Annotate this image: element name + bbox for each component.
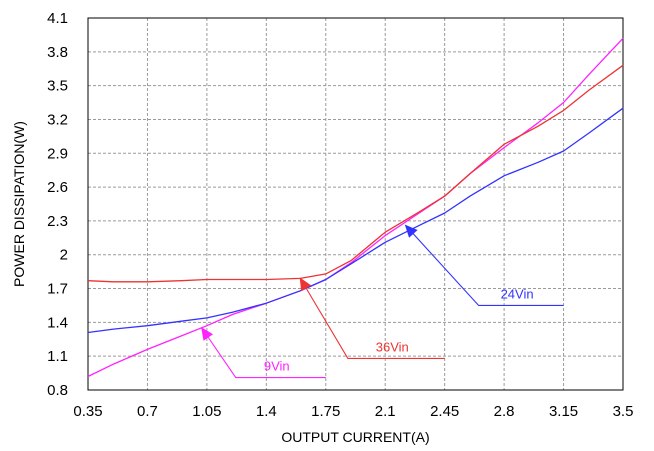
- y-tick-label: 3.8: [47, 44, 68, 61]
- series-line-36vin: [87, 64, 624, 283]
- x-tick-label: 1.4: [256, 403, 277, 420]
- annotation-leader-line: [405, 225, 564, 307]
- annotation-label: 24Vin: [501, 286, 534, 301]
- annotation-arrow-head: [299, 277, 312, 292]
- x-tick-labels: 0.35 0.7 1.05 1.4 1.75 2.1 2.45 2.8 3.15 3.5: [73, 403, 633, 420]
- annotation-arrow-head: [201, 326, 214, 341]
- annotation-24vin: 24Vin: [404, 224, 564, 307]
- plot-area-frame: [87, 17, 624, 391]
- series-annotations: 9Vin 36Vin 24Vin: [201, 224, 564, 379]
- x-tick-label: 2.8: [494, 403, 515, 420]
- y-tick-label: 3.5: [47, 78, 68, 95]
- x-tick-label: 0.7: [137, 403, 158, 420]
- series-line-24vin: [87, 107, 624, 334]
- annotation-leader-line: [201, 327, 326, 379]
- y-tick-label: 1.4: [47, 314, 68, 331]
- grid-lines: [88, 18, 623, 390]
- y-tick-label: 1.7: [47, 281, 68, 298]
- annotation-label: 9Vin: [264, 359, 290, 374]
- x-tick-label: 1.75: [311, 403, 340, 420]
- y-tick-label: 3.2: [47, 111, 68, 128]
- x-tick-label: 2.1: [375, 403, 396, 420]
- x-tick-label: 0.35: [73, 403, 102, 420]
- y-tick-labels: 4.1 3.8 3.5 3.2 2.9 2.6 2.3 2 1.7 1.4 1.1 0.8: [47, 10, 68, 399]
- y-tick-label: 4.1: [47, 10, 68, 27]
- annotation-leader-line: [299, 278, 445, 359]
- y-tick-label: 2: [60, 247, 68, 264]
- annotation-label: 36Vin: [376, 339, 409, 354]
- x-tick-label: 3.15: [549, 403, 578, 420]
- x-tick-label: 2.45: [430, 403, 459, 420]
- y-axis-title: POWER DISSIPATION(W): [11, 121, 27, 287]
- y-tick-label: 2.9: [47, 145, 68, 162]
- data-series: [87, 37, 624, 378]
- x-tick-label: 3.5: [613, 403, 634, 420]
- annotation-arrow-head: [404, 224, 418, 238]
- y-tick-label: 2.6: [47, 179, 68, 196]
- y-tick-label: 1.1: [47, 348, 68, 365]
- annotation-9vin: 9Vin: [201, 326, 326, 379]
- x-tick-label: 1.05: [192, 403, 221, 420]
- y-tick-label: 2.3: [47, 213, 68, 230]
- x-axis-title: OUTPUT CURRENT(A): [281, 429, 429, 445]
- annotation-36vin: 36Vin: [299, 277, 445, 359]
- y-tick-label: 0.8: [47, 382, 68, 399]
- series-line-9vin: [87, 37, 624, 378]
